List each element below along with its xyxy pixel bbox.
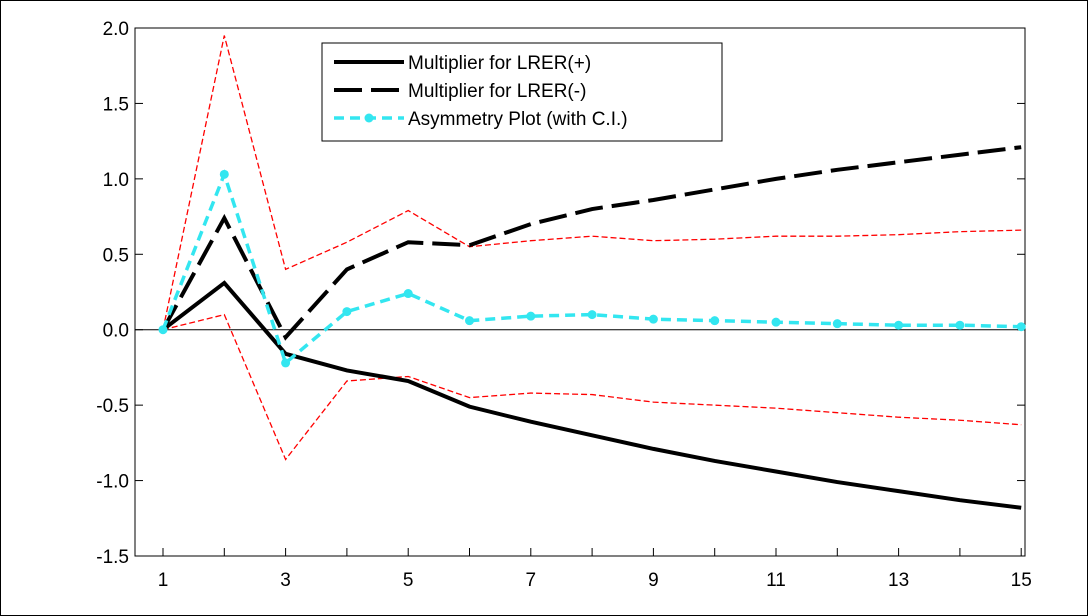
x-tick-label: 3: [280, 570, 291, 591]
asymmetry-point: [894, 320, 904, 330]
y-tick-label: 1.5: [103, 94, 129, 115]
x-tick-label: 7: [526, 570, 537, 591]
y-tick-label: 1.0: [103, 170, 129, 191]
series-line-0: [161, 280, 1022, 510]
y-tick-label: -0.5: [96, 396, 129, 417]
y-tick-label: -1.5: [96, 547, 129, 568]
confidence-band-line-4: [162, 313, 1022, 461]
asymmetry-point: [955, 320, 965, 330]
x-tick-label: 9: [648, 570, 659, 591]
asymmetry-point: [710, 316, 720, 326]
legend-swatch-dot: [364, 113, 374, 123]
y-tick-label: -1.0: [96, 472, 129, 493]
asymmetry-point: [465, 316, 474, 326]
legend-label: Multiplier for LRER(-): [408, 81, 586, 102]
legend-label: Asymmetry Plot (with C.I.): [408, 109, 628, 130]
y-tick-label: 2.0: [103, 19, 129, 40]
asymmetry-point: [587, 310, 597, 320]
x-tick-label: 13: [888, 570, 909, 591]
asymmetry-point: [526, 311, 536, 321]
x-tick-label: 1: [158, 570, 169, 591]
series-line-1: [161, 145, 1022, 341]
asymmetry-point: [771, 317, 781, 327]
x-tick-label: 15: [1011, 570, 1032, 591]
plot-area-border: [134, 27, 1026, 557]
asymmetry-point: [219, 169, 229, 179]
legend-label: Multiplier for LRER(+): [408, 53, 591, 74]
asymmetry-point: [281, 358, 291, 368]
y-tick-label: 0.5: [103, 245, 129, 266]
asymmetry-point: [403, 289, 413, 299]
asymmetry-point: [1016, 322, 1026, 332]
axes: -1.5-1.0-0.50.00.51.01.52.01 3 5 7 9 11 13 15: [96, 19, 1032, 591]
asymmetry-point: [832, 319, 842, 329]
asymmetry-point: [648, 314, 658, 324]
series-layer: [158, 35, 1026, 510]
x-tick-label: 11: [766, 570, 786, 591]
series-line-2: [161, 169, 1022, 366]
legend: Multiplier for LRER(+) Multiplier for LRE…: [321, 42, 723, 142]
asymmetry-point: [158, 325, 168, 335]
y-tick-label: 0.0: [103, 321, 129, 342]
x-tick-label: 5: [403, 570, 414, 591]
asymmetry-point: [342, 307, 352, 317]
